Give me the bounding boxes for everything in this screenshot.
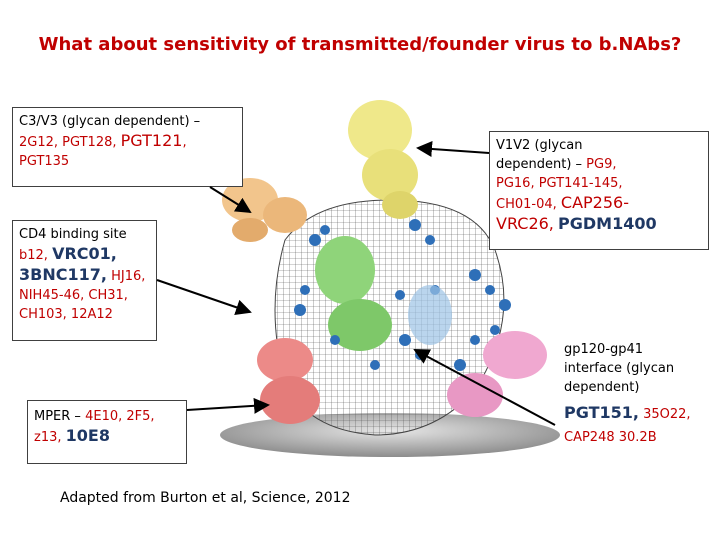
cd4-antibody-vrc01: VRC01,: [52, 244, 117, 263]
v1v2-antibody-pg9: PG9,: [586, 157, 617, 172]
v1v2-antibody-cap256: CAP256-: [560, 193, 629, 212]
v1v2-antibodies-ch01: CH01-04,: [496, 197, 557, 212]
green-fab: [315, 236, 392, 351]
interface-antibody-cap248: CAP248 30.2B: [564, 430, 657, 445]
c3v3-label-box: C3/V3 (glycan dependent) – 2G12, PGT128,…: [12, 107, 243, 187]
v1v2-label-box: V1V2 (glycan dependent) – PG9, PG16, PGT…: [489, 131, 709, 250]
interface-heading-3: dependent): [564, 380, 640, 395]
cd4-heading: CD4 binding site: [19, 227, 127, 242]
v1v2-antibodies-pg16: PG16, PGT141-145,: [496, 176, 623, 191]
interface-heading-2: interface (glycan: [564, 361, 675, 376]
mper-antibody-z13: z13,: [34, 430, 62, 445]
red-fab: [257, 338, 320, 424]
mper-antibodies: 4E10, 2F5,: [85, 409, 155, 424]
c3v3-comma: ,: [182, 135, 187, 150]
c3v3-antibodies: 2G12, PGT128,: [19, 135, 117, 150]
mper-heading: MPER –: [34, 409, 81, 424]
cd4-antibodies-ch103: CH103, 12A12: [19, 307, 113, 322]
yellow-fab: [348, 100, 418, 219]
figure-caption: Adapted from Burton et al, Science, 2012: [60, 490, 351, 506]
cd4-label-box: CD4 binding site b12, VRC01, 3BNC117, HJ…: [12, 220, 157, 341]
interface-antibody-pgt151: PGT151,: [564, 403, 639, 422]
interface-antibody-35o22: 35O22,: [643, 407, 691, 422]
cd4-antibody-b12: b12,: [19, 248, 48, 263]
v1v2-heading-1: V1V2 (glycan: [496, 138, 583, 153]
c3v3-antibody-pgt121: PGT121: [120, 131, 183, 150]
cd4-antibody-3bnc117: 3BNC117,: [19, 265, 107, 284]
interface-heading-1: gp120-gp41: [564, 342, 644, 357]
c3v3-antibody-pgt135: PGT135: [19, 154, 70, 169]
c3v3-heading: C3/V3 (glycan dependent) –: [19, 114, 201, 129]
v1v2-heading-2: dependent) –: [496, 157, 583, 172]
mper-label-box: MPER – 4E10, 2F5, z13, 10E8: [27, 400, 187, 464]
mper-antibody-10e8: 10E8: [65, 426, 110, 445]
interface-label: gp120-gp41 interface (glycan dependent) …: [564, 340, 714, 447]
cd4-antibodies-nih: NIH45-46, CH31,: [19, 288, 128, 303]
slide-title: What about sensitivity of transmitted/fo…: [38, 34, 682, 55]
v1v2-antibody-pgdm1400: PGDM1400: [558, 214, 657, 233]
v1v2-antibody-vrc26: VRC26,: [496, 214, 554, 233]
cd4-antibody-hj16: HJ16,: [111, 269, 146, 284]
